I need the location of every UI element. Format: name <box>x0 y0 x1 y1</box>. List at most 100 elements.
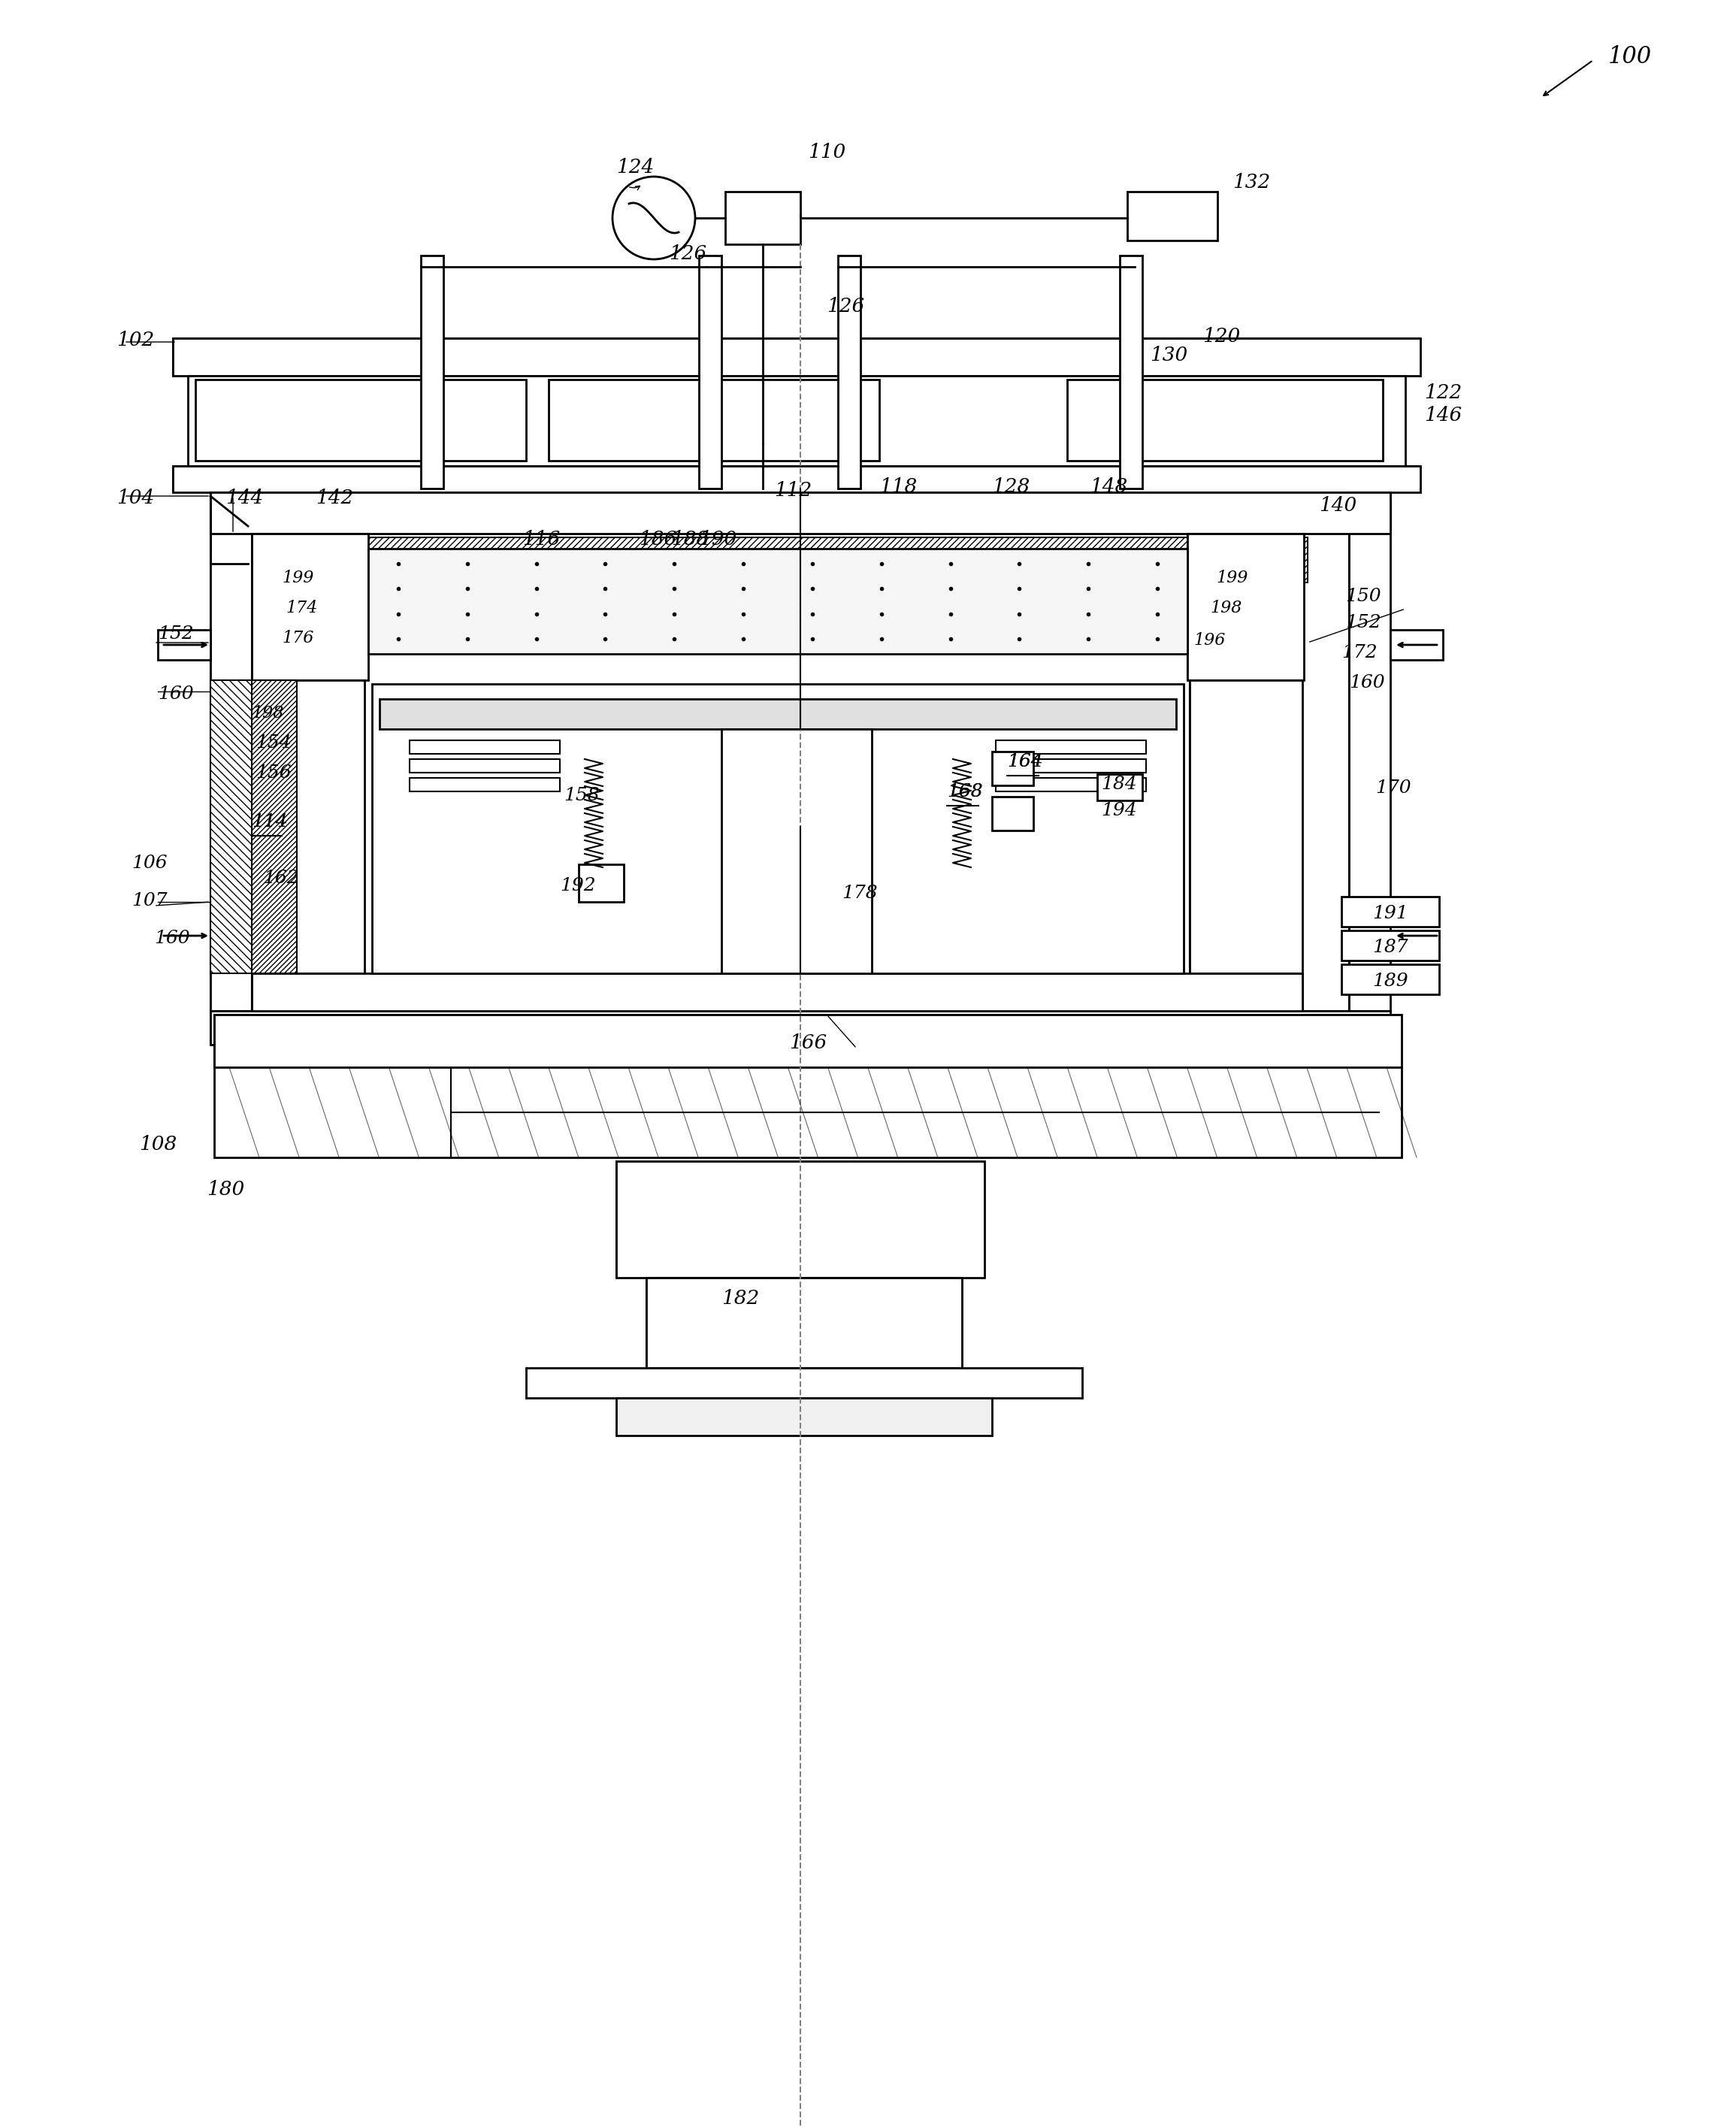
Text: 198: 198 <box>252 704 283 721</box>
Bar <box>187 376 1406 466</box>
Text: 174: 174 <box>286 600 318 617</box>
Text: 142: 142 <box>316 489 354 508</box>
Text: 191: 191 <box>1373 904 1408 921</box>
Text: 152: 152 <box>1345 615 1382 632</box>
Text: 120: 120 <box>1203 328 1240 347</box>
Bar <box>578 864 623 902</box>
Bar <box>1189 681 1302 1010</box>
Text: 140: 140 <box>1319 496 1356 515</box>
Text: 190: 190 <box>700 530 736 549</box>
Text: 126: 126 <box>826 298 865 315</box>
Text: 192: 192 <box>561 876 595 893</box>
Bar <box>252 974 1302 1010</box>
Text: 118: 118 <box>878 476 917 496</box>
Text: 116: 116 <box>523 530 561 549</box>
Text: 108: 108 <box>139 1136 177 1153</box>
Text: 199: 199 <box>1215 570 1248 587</box>
Bar <box>1187 534 1304 681</box>
Text: 124: 124 <box>616 157 654 177</box>
Bar <box>722 730 871 974</box>
Text: 128: 128 <box>991 476 1029 496</box>
Text: 164: 164 <box>1007 753 1043 770</box>
Text: 184: 184 <box>1101 776 1137 793</box>
Bar <box>214 1015 1401 1068</box>
Bar <box>726 191 800 245</box>
Bar <box>210 1010 1391 1044</box>
Text: 114: 114 <box>252 813 288 830</box>
Text: 162: 162 <box>264 870 299 887</box>
Text: 100: 100 <box>1608 45 1653 68</box>
Text: 180: 180 <box>207 1180 245 1200</box>
Bar <box>616 1161 984 1278</box>
Text: 168: 168 <box>946 783 983 800</box>
Text: 154: 154 <box>255 734 292 751</box>
Bar <box>1120 255 1142 489</box>
Bar <box>210 491 1391 534</box>
Text: 198: 198 <box>1210 600 1241 617</box>
Bar <box>210 491 1391 534</box>
Bar <box>996 759 1146 772</box>
Text: 194: 194 <box>1101 802 1137 819</box>
Bar <box>410 740 561 753</box>
Bar <box>1187 534 1304 681</box>
Bar <box>1342 964 1439 993</box>
Bar <box>158 630 210 659</box>
Bar <box>196 379 526 462</box>
Bar <box>1189 681 1302 1010</box>
Bar <box>372 685 1184 974</box>
Bar <box>1342 929 1439 961</box>
Text: 160: 160 <box>158 685 194 702</box>
Text: 160: 160 <box>155 929 189 947</box>
Text: 178: 178 <box>842 885 877 902</box>
Text: 107: 107 <box>132 891 167 910</box>
Bar <box>1342 898 1439 927</box>
Text: 150: 150 <box>1345 587 1382 604</box>
Bar <box>410 778 561 791</box>
Text: 104: 104 <box>116 489 155 508</box>
Bar <box>368 549 1187 653</box>
Bar <box>210 1010 1391 1044</box>
Text: 160: 160 <box>1349 674 1385 691</box>
Text: 112: 112 <box>774 481 812 500</box>
Text: 182: 182 <box>722 1289 759 1308</box>
Bar <box>252 534 368 681</box>
Bar <box>252 974 1302 1010</box>
Text: 126: 126 <box>668 245 707 264</box>
Text: 186: 186 <box>639 530 677 549</box>
Text: 122: 122 <box>1424 383 1462 402</box>
Bar <box>380 700 1175 730</box>
Text: 164: 164 <box>1007 753 1043 770</box>
Text: 176: 176 <box>281 630 314 647</box>
Bar <box>646 1278 962 1368</box>
Bar <box>174 466 1420 491</box>
Bar <box>420 255 443 489</box>
Text: 110: 110 <box>807 143 845 162</box>
Bar <box>252 681 365 1010</box>
Text: 152: 152 <box>158 625 194 642</box>
Text: 146: 146 <box>1424 406 1462 425</box>
Text: 170: 170 <box>1375 778 1411 798</box>
Bar <box>174 338 1420 376</box>
Bar <box>174 466 1420 491</box>
Text: 156: 156 <box>255 764 292 781</box>
Bar <box>700 255 722 489</box>
Bar <box>549 379 878 462</box>
Bar <box>1127 191 1217 240</box>
Bar <box>210 491 252 1010</box>
Bar <box>410 759 561 772</box>
Text: 166: 166 <box>790 1034 826 1053</box>
Text: 199: 199 <box>281 570 314 587</box>
Bar <box>210 681 252 974</box>
Text: 106: 106 <box>132 855 167 872</box>
Bar <box>1349 491 1391 1010</box>
Text: 188: 188 <box>672 530 708 549</box>
Text: 114: 114 <box>252 813 288 830</box>
Text: 144: 144 <box>226 489 264 508</box>
Bar <box>1391 630 1443 659</box>
Text: 148: 148 <box>1090 476 1127 496</box>
Bar <box>214 1015 1401 1068</box>
Bar <box>646 1278 962 1368</box>
Bar <box>252 534 368 681</box>
Bar <box>991 751 1033 785</box>
Bar <box>210 491 252 1010</box>
